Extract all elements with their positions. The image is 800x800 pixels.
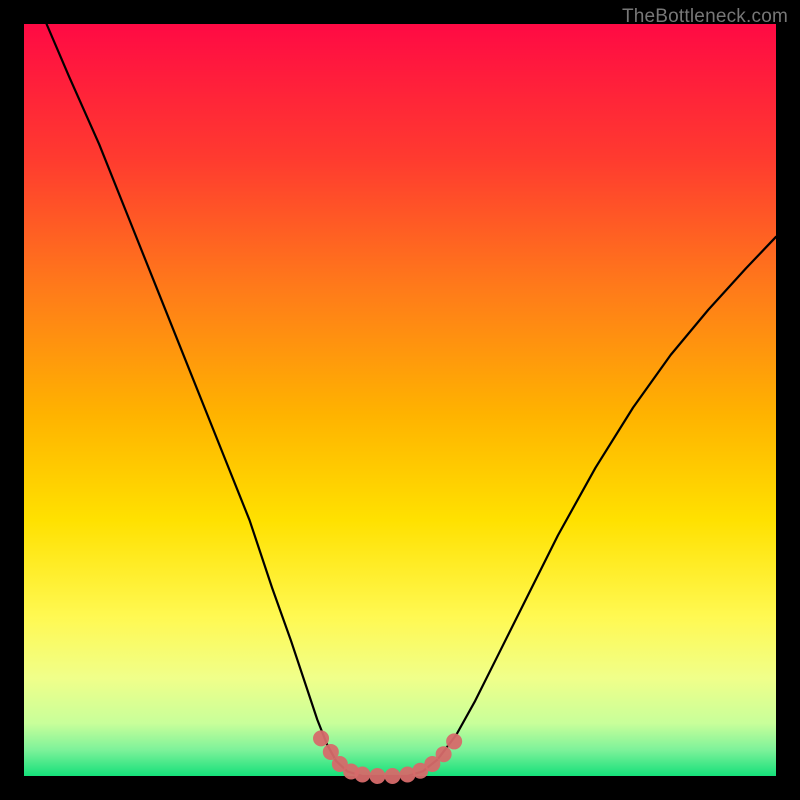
curve-marker <box>436 746 452 762</box>
bottleneck-chart <box>0 0 800 800</box>
curve-marker <box>369 768 385 784</box>
plot-background <box>24 24 776 776</box>
curve-marker <box>354 767 370 783</box>
curve-marker <box>313 730 329 746</box>
curve-marker <box>446 733 462 749</box>
curve-marker <box>384 768 400 784</box>
watermark-text: TheBottleneck.com <box>622 6 788 28</box>
chart-frame: TheBottleneck.com <box>0 0 800 800</box>
